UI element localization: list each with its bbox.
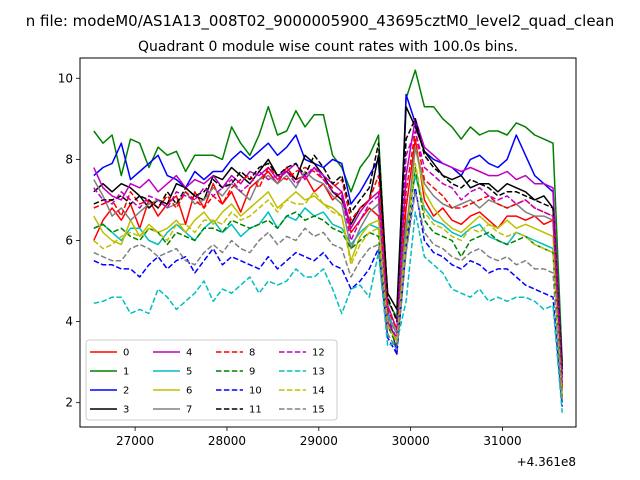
series-layer <box>93 69 563 413</box>
legend-label-4: 4 <box>186 348 192 359</box>
x-tick-label: 28000 <box>208 434 246 448</box>
legend-label-1: 1 <box>123 367 129 378</box>
series-line-15 <box>93 191 563 403</box>
series-line-14 <box>93 162 563 399</box>
series-line-9 <box>93 166 563 399</box>
legend-label-6: 6 <box>186 386 192 397</box>
series-line-5 <box>93 174 563 403</box>
legend-box <box>85 339 338 421</box>
x-tick-label: 29000 <box>300 434 338 448</box>
axes-frame <box>79 57 577 428</box>
series-line-10 <box>93 187 563 407</box>
legend-label-2: 2 <box>123 386 129 397</box>
series-line-11 <box>93 118 563 375</box>
legend-label-5: 5 <box>186 367 192 378</box>
legend-label-13: 13 <box>312 367 325 378</box>
x-tick-label: 31000 <box>483 434 521 448</box>
series-line-3 <box>93 105 563 367</box>
legend-label-0: 0 <box>123 348 129 359</box>
chart-title: Quadrant 0 module wise count rates with … <box>138 39 518 55</box>
series-line-2 <box>93 93 563 371</box>
y-tick-label: 4 <box>65 315 73 329</box>
x-tick-label: 30000 <box>392 434 430 448</box>
y-tick-label: 10 <box>58 71 73 85</box>
legend-label-12: 12 <box>312 348 325 359</box>
x-offset-label: +4.361e8 <box>517 455 576 469</box>
legend-label-7: 7 <box>186 405 192 416</box>
y-tick-label: 2 <box>65 396 73 410</box>
series-line-7 <box>93 146 563 383</box>
figure-suptitle: n file: modeM0/AS1A13_008T02_9000005900_… <box>26 12 615 31</box>
legend-label-9: 9 <box>249 367 255 378</box>
legend-label-11: 11 <box>249 405 262 416</box>
x-tick-label: 27000 <box>116 434 154 448</box>
legend-label-8: 8 <box>249 348 255 359</box>
series-line-13 <box>93 211 563 413</box>
series-line-1 <box>93 69 563 363</box>
y-axis: 2 4 6 8 10 <box>58 71 80 410</box>
series-line-4 <box>93 118 563 379</box>
legend-label-10: 10 <box>249 386 262 397</box>
y-tick-label: 8 <box>65 152 73 166</box>
series-line-6 <box>93 146 563 395</box>
legend-label-14: 14 <box>312 386 325 397</box>
series-line-12 <box>93 130 563 383</box>
x-axis: 27000 28000 29000 30000 31000 <box>116 427 522 448</box>
legend-label-3: 3 <box>123 405 129 416</box>
y-tick-label: 6 <box>65 233 73 247</box>
legend-label-15: 15 <box>312 405 325 416</box>
